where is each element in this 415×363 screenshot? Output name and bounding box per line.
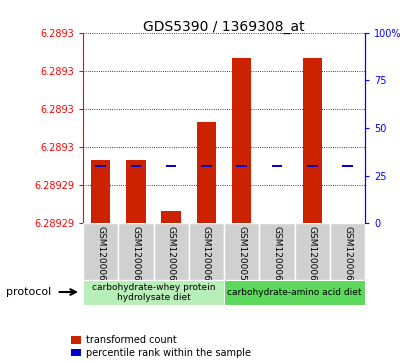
Text: GSM1200060: GSM1200060 bbox=[273, 226, 281, 287]
Bar bbox=[224, 280, 365, 305]
Text: protocol: protocol bbox=[6, 287, 51, 297]
Bar bbox=[338, 223, 357, 249]
Bar bbox=[232, 58, 251, 223]
Text: GDS5390 / 1369308_at: GDS5390 / 1369308_at bbox=[143, 20, 305, 34]
Bar bbox=[166, 165, 176, 167]
Bar bbox=[237, 165, 247, 167]
Bar bbox=[91, 160, 110, 223]
Text: GSM1200065: GSM1200065 bbox=[167, 226, 176, 287]
Bar bbox=[295, 223, 330, 280]
Bar bbox=[259, 223, 295, 280]
Text: GSM1200066: GSM1200066 bbox=[202, 226, 211, 287]
Bar bbox=[83, 223, 118, 280]
Bar bbox=[161, 211, 181, 223]
Text: GSM1200062: GSM1200062 bbox=[343, 226, 352, 286]
Text: GSM1200059: GSM1200059 bbox=[237, 226, 246, 287]
Text: carbohydrate-whey protein
hydrolysate diet: carbohydrate-whey protein hydrolysate di… bbox=[92, 283, 215, 302]
Bar bbox=[189, 223, 224, 280]
Text: GSM1200061: GSM1200061 bbox=[308, 226, 317, 287]
Bar bbox=[83, 280, 224, 305]
Bar bbox=[197, 122, 216, 223]
Bar bbox=[307, 165, 317, 167]
Bar bbox=[224, 223, 259, 280]
Bar bbox=[330, 223, 365, 280]
Bar bbox=[201, 165, 212, 167]
Text: GSM1200064: GSM1200064 bbox=[132, 226, 140, 286]
Bar bbox=[126, 160, 146, 223]
Bar bbox=[342, 165, 353, 167]
Bar bbox=[154, 223, 189, 280]
Text: GSM1200063: GSM1200063 bbox=[96, 226, 105, 287]
Bar bbox=[303, 58, 322, 223]
Bar bbox=[267, 223, 287, 236]
Bar bbox=[95, 165, 106, 167]
Bar bbox=[131, 165, 141, 167]
Legend: transformed count, percentile rank within the sample: transformed count, percentile rank withi… bbox=[71, 335, 251, 358]
Text: carbohydrate-amino acid diet: carbohydrate-amino acid diet bbox=[227, 288, 362, 297]
Bar bbox=[118, 223, 154, 280]
Bar bbox=[272, 165, 282, 167]
